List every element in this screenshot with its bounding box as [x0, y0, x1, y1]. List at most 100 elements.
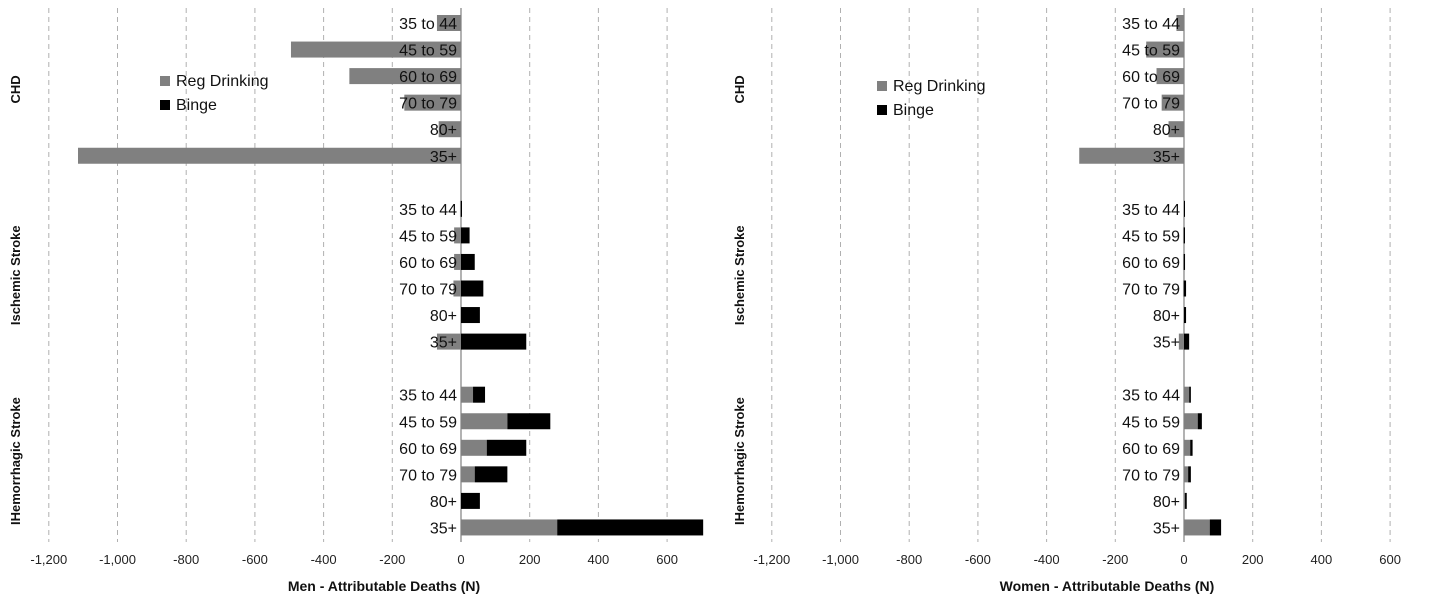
bar-reg-drinking — [461, 386, 474, 403]
group-label: CHD — [732, 75, 747, 103]
bar-reg-drinking — [1184, 466, 1189, 483]
category-label: 80+ — [1153, 494, 1180, 511]
bar-reg-drinking — [1079, 147, 1184, 164]
bar-reg-drinking — [454, 227, 461, 244]
bar-binge — [461, 227, 470, 244]
legend-label: Binge — [893, 102, 934, 119]
bar-reg-drinking — [77, 147, 461, 164]
bar-reg-drinking — [461, 466, 475, 483]
category-label: 35+ — [430, 149, 457, 166]
x-tick-label: 400 — [1311, 552, 1333, 567]
x-axis-title: Women - Attributable Deaths (N) — [1000, 578, 1215, 594]
category-label: 60 to 69 — [1122, 255, 1180, 272]
bar-reg-drinking — [1156, 68, 1184, 85]
bar-binge — [461, 492, 480, 509]
category-label: 80+ — [1153, 308, 1180, 325]
bar-binge — [1184, 280, 1187, 297]
chart-panel-2: -1,200 -1,000 -800 -600 -400 -200 0 200 400 600 Wo… — [732, 8, 1401, 594]
category-label: 80+ — [1153, 122, 1180, 139]
category-label: 60 to 69 — [1122, 441, 1180, 458]
bar-binge — [1184, 333, 1190, 350]
bar-reg-drinking — [436, 333, 461, 350]
bar-binge — [1188, 466, 1191, 483]
category-label: 60 to 69 — [399, 69, 457, 86]
category-label: 70 to 79 — [399, 467, 457, 484]
category-label: 80+ — [430, 122, 457, 139]
legend-swatch — [160, 76, 170, 86]
category-label: 70 to 79 — [399, 96, 457, 113]
x-tick-label: -200 — [379, 552, 405, 567]
category-label: 70 to 79 — [1122, 282, 1180, 299]
bar-binge — [1189, 386, 1191, 403]
category-label: 60 to 69 — [1122, 69, 1180, 86]
category-label: 35+ — [1153, 149, 1180, 166]
x-axis-title: Men - Attributable Deaths (N) — [288, 578, 480, 594]
category-label: 35 to 44 — [399, 202, 457, 219]
legend-swatch — [160, 100, 170, 110]
group-label: IHemorrhagic Stroke — [732, 397, 747, 525]
bar-reg-drinking — [1161, 94, 1184, 111]
bar-reg-drinking — [1182, 227, 1184, 244]
category-label: 45 to 59 — [1122, 414, 1180, 431]
category-label: 60 to 69 — [399, 441, 457, 458]
category-label: 35+ — [1153, 335, 1180, 352]
x-tick-label: 400 — [588, 552, 610, 567]
bar-reg-drinking — [1184, 519, 1210, 536]
legend-swatch — [877, 81, 887, 91]
category-label: 35 to 44 — [1122, 388, 1180, 405]
category-label: 60 to 69 — [399, 255, 457, 272]
x-tick-label: -400 — [1034, 552, 1060, 567]
bar-reg-drinking — [459, 200, 461, 217]
bar-reg-drinking — [404, 94, 461, 111]
x-tick-label: -1,000 — [822, 552, 859, 567]
bar-reg-drinking — [1176, 15, 1184, 31]
x-tick-label: -800 — [896, 552, 922, 567]
bar-binge — [1209, 519, 1222, 536]
bar-reg-drinking — [461, 439, 487, 456]
bar-reg-drinking — [1182, 253, 1184, 270]
category-label: 35+ — [430, 520, 457, 537]
legend-label: Reg Drinking — [893, 78, 985, 95]
bar-reg-drinking — [290, 41, 461, 58]
group-label: Ischemic Stroke — [8, 225, 23, 325]
bar-binge — [486, 439, 527, 456]
bar-reg-drinking — [453, 280, 461, 297]
bar-binge — [1184, 307, 1187, 324]
x-tick-label: -600 — [242, 552, 268, 567]
category-label: 45 to 59 — [399, 228, 457, 245]
bar-reg-drinking — [1184, 413, 1198, 430]
bar-reg-drinking — [1184, 386, 1190, 403]
bar-binge — [474, 466, 508, 483]
bar-binge — [1197, 413, 1202, 430]
x-tick-label: 200 — [1242, 552, 1264, 567]
category-label: 45 to 59 — [399, 43, 457, 60]
x-tick-label: 600 — [656, 552, 678, 567]
x-tick-label: -600 — [965, 552, 991, 567]
category-label: 35+ — [1153, 520, 1180, 537]
x-tick-label: -200 — [1102, 552, 1128, 567]
bar-reg-drinking — [461, 519, 558, 536]
x-tick-label: -400 — [311, 552, 337, 567]
bar-binge — [557, 519, 704, 536]
bar-reg-drinking — [1184, 439, 1191, 456]
bar-reg-drinking — [454, 253, 461, 270]
legend: Reg Drinking Binge — [160, 73, 268, 114]
legend-swatch — [877, 105, 887, 115]
category-label: 70 to 79 — [1122, 467, 1180, 484]
bar-binge — [1184, 227, 1185, 244]
group-label: Ischemic Stroke — [732, 225, 747, 325]
bar-reg-drinking — [1146, 41, 1184, 58]
bar-reg-drinking — [1184, 492, 1186, 509]
bar-binge — [1184, 200, 1185, 217]
category-label: 80+ — [430, 494, 457, 511]
x-tick-label: 0 — [1180, 552, 1187, 567]
bar-reg-drinking — [1178, 333, 1184, 350]
bar-binge — [461, 307, 480, 324]
bar-binge — [507, 413, 551, 430]
x-tick-label: -800 — [173, 552, 199, 567]
bar-reg-drinking — [1182, 280, 1184, 297]
category-label: 45 to 59 — [1122, 228, 1180, 245]
category-label: 35 to 44 — [399, 16, 457, 33]
